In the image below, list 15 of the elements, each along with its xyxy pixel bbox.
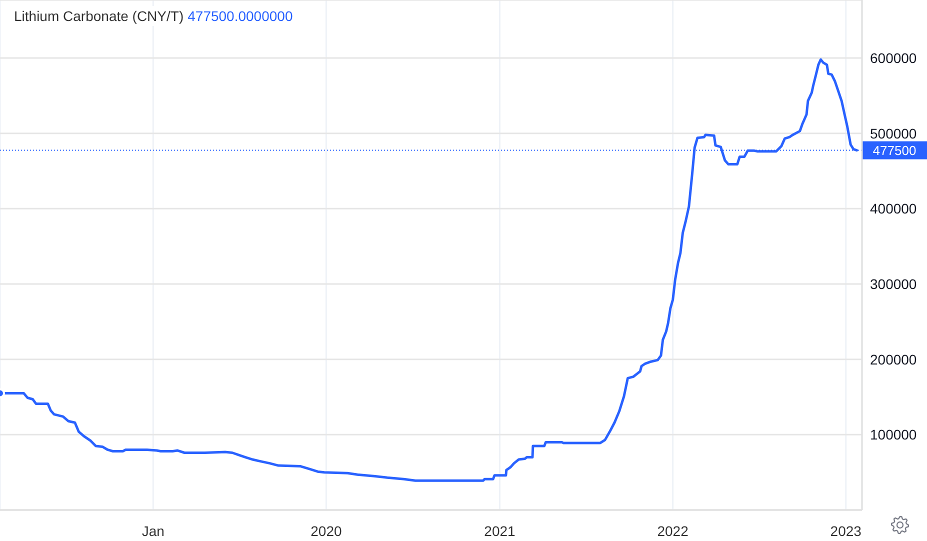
y-tick-label: 100000	[870, 426, 917, 443]
x-tick-label: Jan	[142, 522, 164, 539]
x-tick-label: 2022	[657, 522, 689, 539]
x-tick-label: 2021	[484, 522, 516, 539]
y-tick-label: 300000	[870, 276, 917, 292]
x-tick-label: 2020	[310, 522, 342, 539]
text: Lithium Carbonate (CNY/T)	[14, 8, 184, 24]
y-tick-label: 500000	[870, 125, 917, 142]
y-tick-label: 600000	[870, 50, 917, 66]
text: 477500.0000000	[188, 8, 293, 24]
y-tick-label: 400000	[870, 200, 917, 217]
ref-line-label: 477500	[872, 142, 916, 158]
x-tick-label: 2023	[830, 522, 862, 539]
y-tick-label: 200000	[870, 351, 917, 368]
line-series	[0, 58, 858, 482]
